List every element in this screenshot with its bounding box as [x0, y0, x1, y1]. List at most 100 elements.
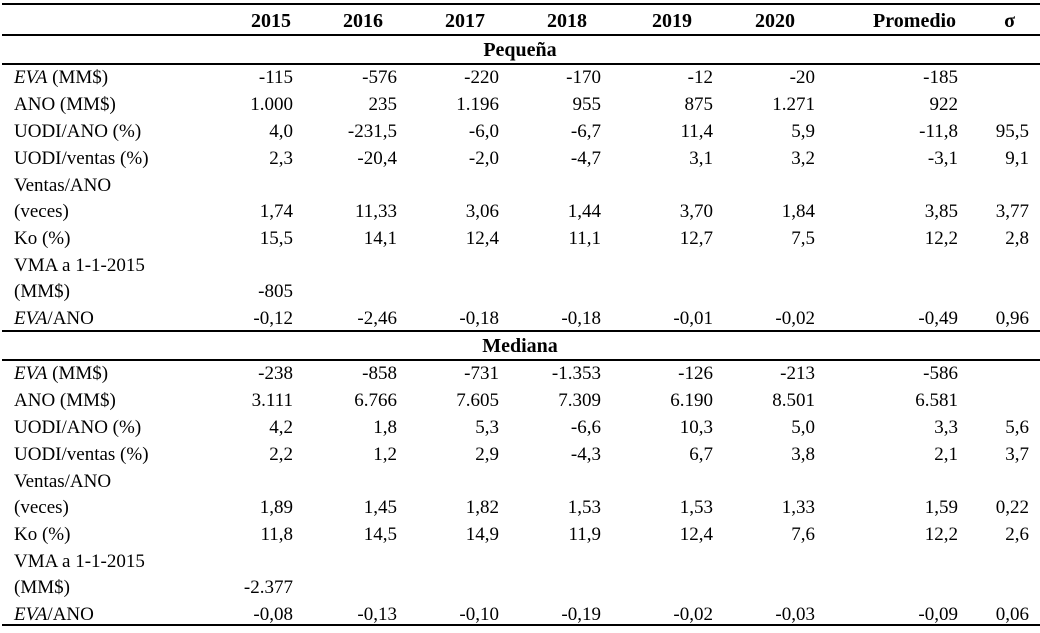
table-cell: 10,3 [679, 417, 713, 438]
table-cell: -213 [780, 363, 815, 384]
row-label-text: UODI/ANO (%) [14, 121, 142, 142]
table-row: Ko (%) 11,8 14,5 14,9 11,9 12,4 7,6 12,2 2,6 [0, 521, 1040, 548]
table-row: UODI/ANO (%) 4,2 1,8 5,3 -6,6 10,3 5,0 3,3 5,6 [0, 414, 1040, 441]
row-label: EVA/ANO [14, 601, 94, 628]
row-label-text: Ventas/ANO [14, 175, 112, 196]
table-cell: 7,6 [791, 524, 815, 545]
table-cell: -2,46 [357, 308, 397, 329]
table-cell: -586 [923, 363, 958, 384]
table-row: Ko (%) 15,5 14,1 12,4 11,1 12,7 7,5 12,2 2,8 [0, 225, 1040, 252]
table-row: Ventas/ANO (veces) 1,74 11,33 3,06 1,44 3,70 1,… [0, 172, 1040, 225]
table-row: EVA/ANO -0,08 -0,13 -0,10 -0,19 -0,02 -0,03 -0,… [0, 601, 1040, 628]
table-cell: -185 [923, 67, 958, 88]
table-cell: 3,85 [924, 201, 958, 222]
table-cell: 1,89 [259, 497, 293, 518]
table-cell: 14,1 [363, 228, 397, 249]
table-cell: 2,2 [269, 444, 293, 465]
table-cell: 3,06 [465, 201, 499, 222]
row-label-text: (MM$) [47, 363, 109, 384]
header-rule [2, 34, 1040, 36]
table-cell: -12 [687, 67, 713, 88]
table-cell: -805 [258, 281, 293, 302]
table-cell: 11,8 [260, 524, 293, 545]
table-cell: -4,7 [570, 148, 601, 169]
row-label: UODI/ventas (%) [14, 145, 149, 172]
header-2019: 2019 [652, 10, 692, 32]
table-cell: 7.605 [456, 390, 499, 411]
section-title: Pequeña [483, 39, 557, 61]
row-label: Ventas/ANO [14, 172, 111, 199]
table-cell: -0,08 [253, 604, 293, 625]
row-label-italic: EVA [14, 67, 48, 88]
table-cell: 11,9 [568, 524, 601, 545]
table-cell: 1,53 [679, 497, 713, 518]
table-cell: 5,3 [475, 417, 499, 438]
table-cell: -231,5 [347, 121, 397, 142]
row-label-line2: (veces) [14, 497, 69, 518]
table-cell: 1,53 [567, 497, 601, 518]
row-label-text: UODI/ventas (%) [14, 444, 149, 465]
row-label-line2: (veces) [14, 201, 69, 222]
row-label: Ko (%) [14, 521, 70, 548]
header-sigma: σ [1004, 10, 1015, 32]
row-label-italic: EVA [14, 363, 48, 384]
table-cell: 1,74 [259, 201, 293, 222]
section-title: Mediana [482, 335, 558, 357]
header-promedio: Promedio [873, 10, 956, 32]
row-label-text: VMA a 1-1-2015 [14, 255, 145, 276]
table-cell: 922 [929, 94, 959, 115]
table-row: EVA/ANO -0,12 -2,46 -0,18 -0,18 -0,01 -0,02 -0,… [0, 305, 1040, 332]
table-cell: -0,09 [918, 604, 958, 625]
row-label-text: ANO (MM$) [14, 390, 116, 411]
table-row: UODI/ventas (%) 2,3 -20,4 -2,0 -4,7 3,1 3,2 -3,… [0, 145, 1040, 172]
table-cell: 6.766 [354, 390, 397, 411]
table-cell: 1.196 [456, 94, 499, 115]
row-label-text: ANO (MM$) [14, 94, 116, 115]
table-cell: -11,8 [919, 121, 958, 142]
table-cell: 0,96 [995, 308, 1029, 329]
table-cell: 95,5 [995, 121, 1029, 142]
table-row: VMA a 1-1-2015 (MM$) -805 [0, 252, 1040, 305]
table-cell: 3,7 [1005, 444, 1029, 465]
table-cell: 11,4 [680, 121, 713, 142]
table-cell: -0,02 [775, 308, 815, 329]
row-label-italic: EVA [14, 308, 48, 329]
table-cell: 14,9 [465, 524, 499, 545]
table-cell: 4,0 [269, 121, 293, 142]
table-cell: -3,1 [927, 148, 958, 169]
section-title-rule [2, 359, 1040, 361]
table-cell: 0,22 [995, 497, 1029, 518]
table-cell: -0,02 [673, 604, 713, 625]
table-cell: 1,2 [373, 444, 397, 465]
table-cell: 235 [368, 94, 398, 115]
table-cell: -0,10 [459, 604, 499, 625]
table-cell: -0,01 [673, 308, 713, 329]
table-cell: -6,0 [468, 121, 499, 142]
table-cell: 6.190 [670, 390, 713, 411]
table-cell: 1,8 [373, 417, 397, 438]
row-label-line2: (MM$) [14, 577, 70, 598]
table-cell: 12,7 [679, 228, 713, 249]
table-cell: 9,1 [1005, 148, 1029, 169]
table-cell: 3,3 [934, 417, 958, 438]
table-cell: 7,5 [791, 228, 815, 249]
table-cell: -1.353 [551, 363, 601, 384]
table-cell: 6,7 [689, 444, 713, 465]
header-2020: 2020 [755, 10, 795, 32]
table-cell: 1,45 [363, 497, 397, 518]
table-cell: 5,0 [791, 417, 815, 438]
table-cell: -0,49 [918, 308, 958, 329]
table-cell: 12,2 [924, 524, 958, 545]
header-2017: 2017 [445, 10, 485, 32]
table-cell: 3,70 [679, 201, 713, 222]
table-cell: 1,59 [924, 497, 958, 518]
table-cell: 5,9 [791, 121, 815, 142]
table-cell: 7.309 [558, 390, 601, 411]
table-cell: 0,06 [995, 604, 1029, 625]
table-cell: 4,2 [269, 417, 293, 438]
row-label-text: /ANO [47, 604, 94, 625]
table-cell: 1,84 [781, 201, 815, 222]
table-cell: 2,9 [475, 444, 499, 465]
section-rule [2, 330, 1040, 332]
row-label: EVA (MM$) [14, 64, 108, 91]
